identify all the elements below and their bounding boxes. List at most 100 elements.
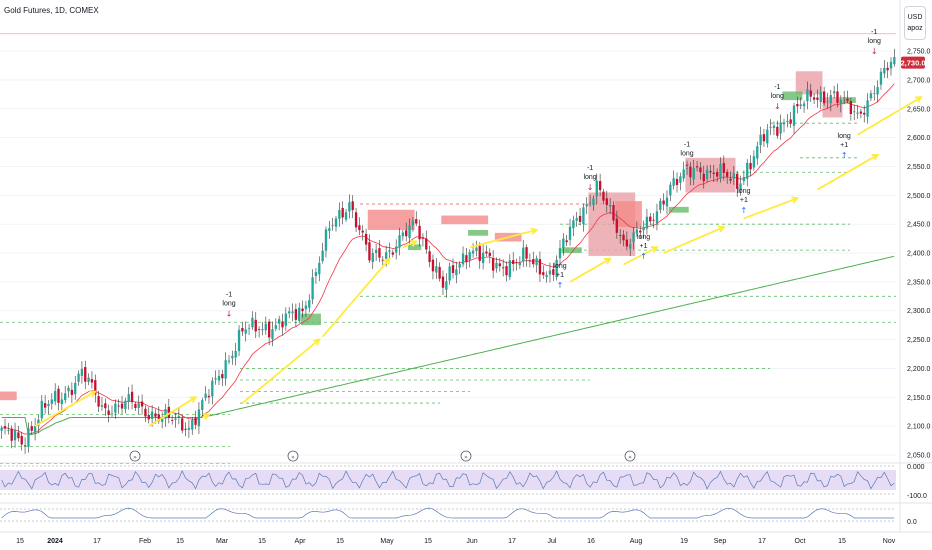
candle [575,211,578,227]
candle-body [74,382,77,395]
candle [197,402,201,435]
candle [67,385,70,398]
candle-body [211,380,214,397]
candle [846,90,849,104]
candle-body [468,252,471,260]
candle [679,172,682,191]
candle [177,408,181,425]
candle [284,307,288,331]
candle-body [585,203,588,207]
candle-body [598,181,602,191]
candle-body [562,238,565,249]
candle-body [130,391,134,403]
scale-mode-label[interactable]: apoz [907,25,923,32]
candle-body [338,210,341,219]
candle [772,121,776,136]
chevron-icon: » [464,454,468,461]
candle-body [652,219,655,221]
candle [20,431,23,451]
moving-averages-layer [1,83,895,436]
candle-body [331,225,334,227]
candle-body [3,426,7,429]
candle-body [849,101,853,115]
time-tick-label: Nov [883,538,896,545]
candle-body [769,127,772,129]
last-price-tag-value: 2,730.0 [900,59,925,68]
candle [43,395,47,414]
candle-body [809,90,812,97]
candle [207,388,211,404]
trend-arrow [816,154,879,191]
trend-arrow-head [717,225,726,233]
candle-body [675,179,679,185]
trend-arrow-head [89,390,97,398]
candle-body [274,325,277,329]
chevron-icon: » [291,454,295,461]
candle [766,124,769,148]
candle-body [110,413,114,415]
candle-body [568,226,572,240]
candle-body [445,281,448,290]
candle-body [582,207,585,225]
candle [592,195,595,211]
zone-box [468,229,489,236]
price-tick-label: 2,550.0 [907,164,930,171]
candle [435,258,438,280]
arrow-down-icon: ↓ [684,160,691,169]
candle [227,355,231,365]
candle [84,360,87,390]
currency-label[interactable]: USD [907,14,923,21]
candle-body [649,216,652,222]
candle [411,217,415,232]
candle [328,221,331,239]
price-tick-label: 2,350.0 [907,279,930,286]
candle [682,161,685,182]
event-marker-icon: » [624,450,636,462]
candle [792,103,796,134]
candle-body [13,430,17,441]
event-circle [624,450,636,462]
candle-body [471,250,475,254]
candle-body [157,414,160,421]
lower-tick-label: 0.0 [907,519,917,526]
candle-body [518,262,522,266]
candle [555,255,558,281]
candle [645,208,649,235]
candle-body [171,420,174,421]
candle-body [10,428,13,441]
candle-body [525,247,528,259]
candle [441,270,445,295]
candle [421,233,425,247]
price-tick-label: 2,250.0 [907,337,930,344]
candle-body [552,269,555,275]
candle-body [602,191,605,201]
candle-body [207,395,211,398]
candle-body [839,99,843,105]
candle [378,240,381,263]
signal-marker: long +1 ↑ [637,234,650,261]
candle-body [344,212,348,220]
candle-body [742,177,746,182]
candle [231,350,234,365]
price-tick-label: 2,750.0 [907,49,930,56]
candle-body [33,426,37,433]
candle [77,370,80,386]
zone-box [842,97,856,104]
time-tick-label: 16 [587,538,595,545]
candle-body [605,198,608,206]
candle-body [588,202,592,204]
candle [749,155,752,177]
candle [221,369,224,387]
trend-arrow [469,229,537,249]
scale-settings-box[interactable]: USD apoz [904,6,926,40]
candle [889,57,893,76]
candle [187,420,191,438]
signal-marker: long +1 ↑ [553,263,566,290]
candle-body [832,91,836,94]
candle-body [512,260,515,265]
candle [746,159,749,187]
candle [809,83,812,102]
time-tick-label: 15 [258,538,266,545]
candle [545,271,548,283]
